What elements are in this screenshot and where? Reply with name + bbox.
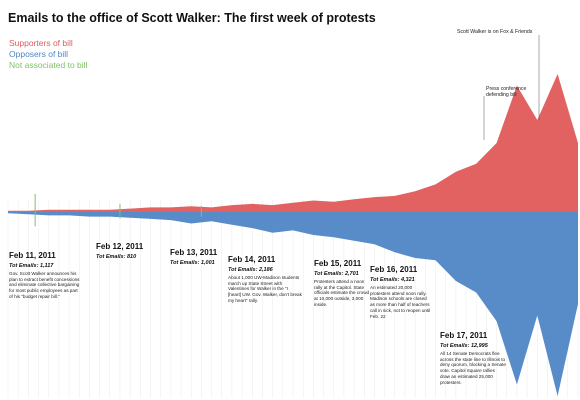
day-label: Feb 15, 2011 bbox=[314, 259, 362, 268]
grid-lines bbox=[7, 200, 579, 398]
day-label: Feb 12, 2011 bbox=[96, 242, 144, 251]
area-series bbox=[8, 74, 578, 396]
day-note: An estimated 20,000 protesters attend no… bbox=[370, 285, 431, 319]
legend-supporters: Supporters of bill bbox=[9, 38, 73, 48]
day-label: Feb 13, 2011 bbox=[170, 248, 218, 257]
day-note: All 14 Senate Democrats flee across the … bbox=[440, 351, 506, 385]
day-total: Tot Emails: 1,117 bbox=[9, 263, 54, 269]
annotation-fox: Scott Walker is on Fox & Friends bbox=[457, 29, 533, 35]
annotation-press-box: Press conference defending bill bbox=[486, 86, 527, 99]
series-area-opposers bbox=[8, 212, 578, 396]
day-note-box: Gov. Scott Walker announces his plan to … bbox=[9, 271, 80, 299]
day-note: About 1,000 UW-Madison students march up… bbox=[228, 275, 302, 303]
day-total: Tot Emails: 810 bbox=[96, 254, 136, 260]
day-total: Tot Emails: 2,701 bbox=[314, 271, 359, 277]
series-area-supporters bbox=[8, 74, 578, 212]
day-note-box: All 14 Senate Democrats flee across the … bbox=[440, 351, 506, 385]
day-total: Tot Emails: 12,995 bbox=[440, 343, 489, 349]
day-total: Tot Emails: 2,186 bbox=[228, 267, 274, 273]
day-label: Feb 11, 2011 bbox=[9, 251, 56, 260]
day-annotations: Feb 11, 2011 Tot Emails: 1,117 Gov. Scott … bbox=[9, 242, 506, 385]
annotation-press: Press conference defending bill bbox=[486, 86, 527, 99]
day-note: Gov. Scott Walker announces his plan to … bbox=[9, 271, 80, 299]
day-total: Tot Emails: 1,001 bbox=[170, 260, 215, 266]
legend: Supporters of bill Opposers of bill Not … bbox=[9, 38, 88, 70]
day-note: Protesters attend a noon rally at the Ca… bbox=[314, 279, 370, 307]
event-annotations: Scott Walker is on Fox & Friends Press c… bbox=[457, 29, 540, 140]
legend-opposers: Opposers of bill bbox=[9, 49, 68, 59]
day-label: Feb 16, 2011 bbox=[370, 265, 418, 274]
chart-title: Emails to the office of Scott Walker: Th… bbox=[8, 11, 376, 25]
legend-not-associated: Not associated to bill bbox=[9, 60, 88, 70]
spike-marks bbox=[34, 194, 202, 227]
day-note-box: Protesters attend a noon rally at the Ca… bbox=[314, 279, 370, 307]
day-label: Feb 14, 2011 bbox=[228, 255, 276, 264]
day-note-box: An estimated 20,000 protesters attend no… bbox=[370, 285, 431, 319]
day-label: Feb 17, 2011 bbox=[440, 331, 488, 340]
day-total: Tot Emails: 4,321 bbox=[370, 277, 415, 283]
day-note-box: About 1,000 UW-Madison students march up… bbox=[228, 275, 302, 303]
